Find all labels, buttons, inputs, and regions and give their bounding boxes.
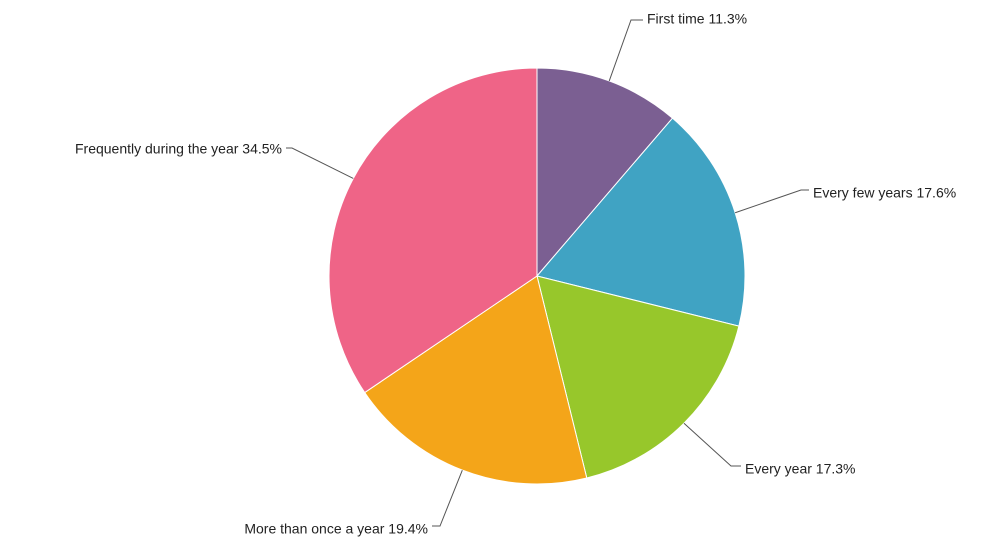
leader-line-every-year [683,422,741,467]
pie-slice-first-time [536,67,674,278]
leader-line-frequently-during-the-year [286,147,354,179]
pie-slice-every-year [536,275,740,479]
pie-slice-every-few-years [536,117,746,327]
labels-layer: First time 11.3% Every few years 17.6% Eve… [75,11,956,537]
slice-label-every-few-years: Every few years 17.6% [813,185,956,201]
leader-lines-layer [286,19,809,527]
slices-layer [328,67,746,485]
slice-label-frequently-during-the-year: Frequently during the year 34.5% [75,141,282,157]
slice-label-more-than-once-a-year: More than once a year 19.4% [244,521,428,537]
leader-line-more-than-once-a-year [432,469,463,527]
leader-line-every-few-years [734,189,809,214]
slice-label-every-year: Every year 17.3% [745,461,856,477]
leader-line-first-time [608,19,643,82]
slice-label-first-time: First time 11.3% [647,11,747,27]
